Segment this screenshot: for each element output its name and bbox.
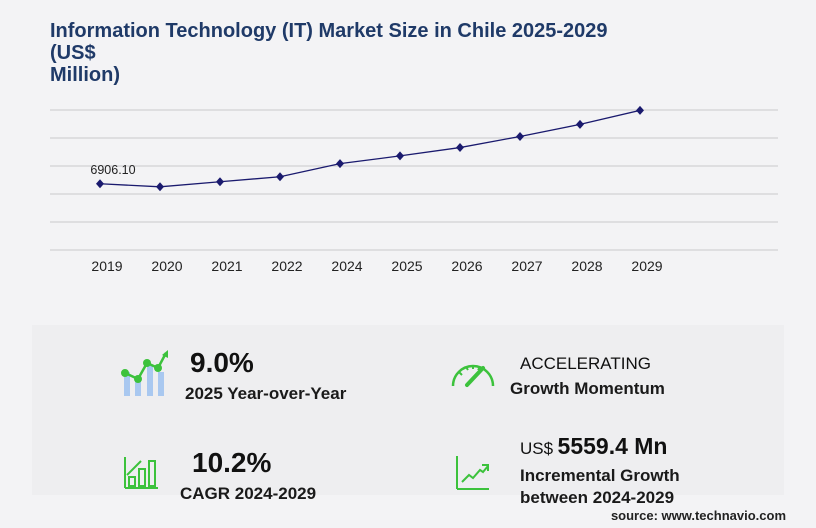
x-tick-label: 2025 bbox=[391, 258, 422, 274]
series-line bbox=[99, 109, 641, 188]
x-tick-label: 2029 bbox=[631, 258, 662, 274]
data-point bbox=[576, 119, 584, 129]
yoy-value: 9.0% bbox=[190, 347, 254, 378]
title-line: Million) bbox=[50, 64, 120, 86]
trend-up-icon bbox=[456, 456, 489, 490]
source-text: source: www.technavio.com bbox=[610, 508, 786, 523]
x-tick-label: 2020 bbox=[151, 258, 182, 274]
momentum-value: ACCELERATING bbox=[520, 354, 651, 373]
cagr-label: CAGR 2024-2029 bbox=[180, 484, 317, 503]
x-tick-label: 2027 bbox=[511, 258, 542, 274]
data-point bbox=[276, 172, 284, 182]
currency-prefix: US$ bbox=[520, 439, 554, 458]
incremental-value: 5559.4 Mn bbox=[557, 433, 668, 459]
data-point bbox=[516, 131, 524, 141]
bar-chart-icon bbox=[124, 457, 158, 489]
data-point bbox=[456, 143, 464, 153]
x-tick-label: 2028 bbox=[571, 258, 602, 274]
x-tick-label: 2026 bbox=[451, 258, 482, 274]
incremental-value-row: US$ 5559.4 Mn bbox=[520, 433, 667, 460]
title-line: Information Technology (IT) Market Size … bbox=[50, 20, 608, 42]
x-tick-label: 2021 bbox=[211, 258, 242, 274]
speedometer-icon bbox=[451, 364, 495, 387]
growth-chart-icon bbox=[121, 350, 168, 396]
x-tick-label: 2024 bbox=[331, 258, 362, 274]
chart-title: Information Technology (IT) Market Size … bbox=[50, 20, 650, 86]
x-tick-label: 2022 bbox=[271, 258, 302, 274]
data-point bbox=[396, 151, 404, 161]
data-point bbox=[156, 182, 164, 192]
incremental-label-2: between 2024-2029 bbox=[520, 488, 675, 507]
stats-panel bbox=[32, 325, 784, 495]
data-point bbox=[336, 159, 344, 169]
data-label: 6906.10 bbox=[90, 163, 135, 177]
data-point bbox=[636, 105, 644, 115]
data-point bbox=[216, 177, 224, 187]
cagr-value: 10.2% bbox=[192, 447, 272, 478]
data-point bbox=[96, 179, 104, 189]
x-tick-label: 2019 bbox=[91, 258, 122, 274]
yoy-label: 2025 Year-over-Year bbox=[185, 384, 347, 403]
line-chart: 2019 2020 2021 2022 2024 2025 2026 2027 2028 2029… bbox=[50, 105, 778, 274]
momentum-label: Growth Momentum bbox=[510, 379, 665, 398]
title-line: (US$ bbox=[50, 42, 96, 64]
incremental-label-1: Incremental Growth bbox=[520, 466, 680, 485]
